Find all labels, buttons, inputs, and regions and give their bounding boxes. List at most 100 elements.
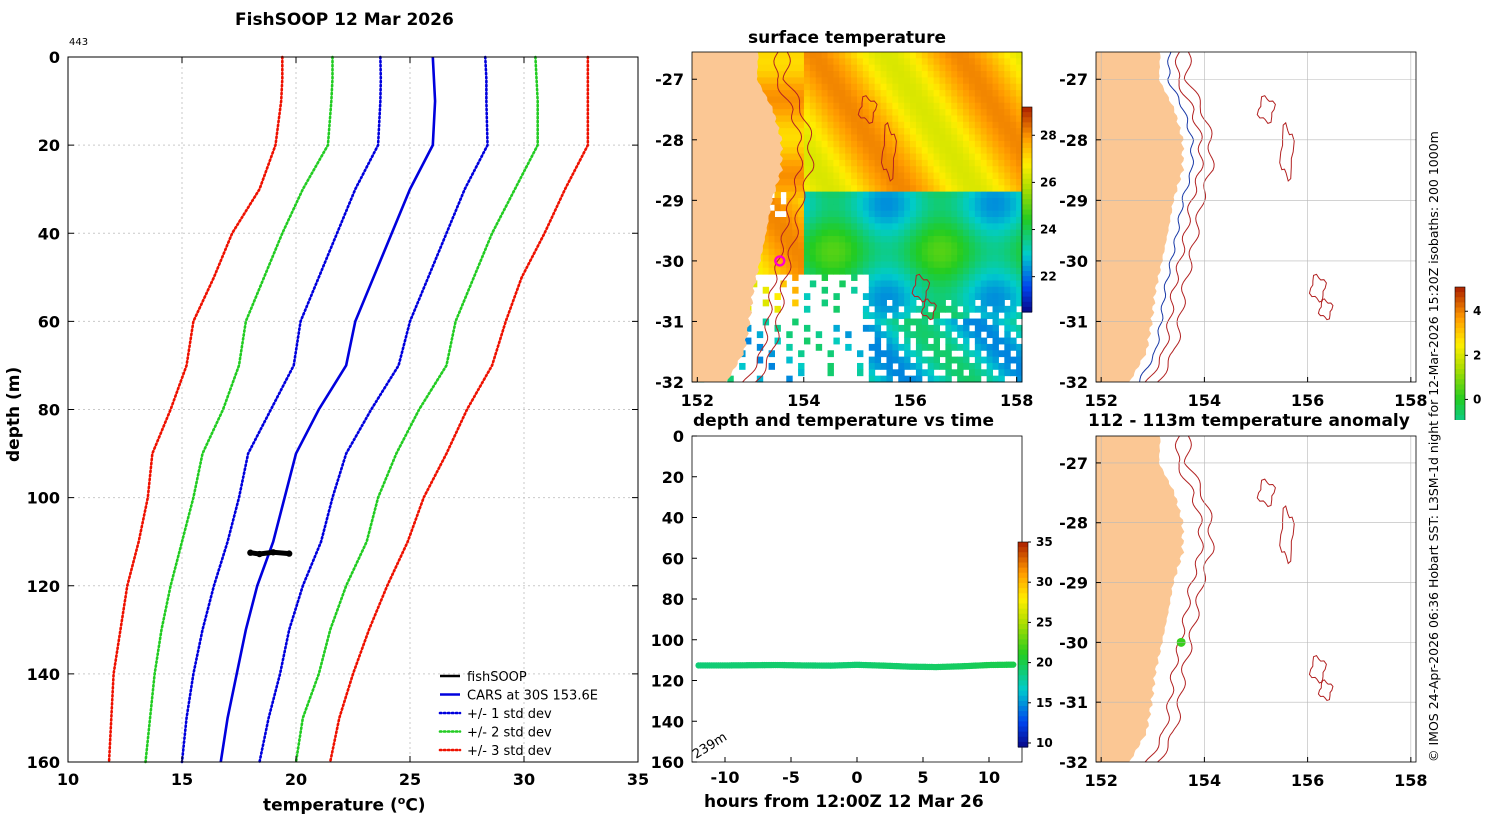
sst-cell: [980, 299, 988, 307]
sst-cell: [880, 197, 887, 205]
sst-cell: [968, 102, 976, 110]
sst-cell: [974, 178, 982, 186]
sst-cell: [892, 58, 899, 66]
sst-cell: [1016, 255, 1023, 262]
sst-cell: [821, 223, 829, 231]
sst-cell: [809, 115, 817, 123]
sst-cell: [868, 261, 876, 269]
sst-cell: [780, 280, 787, 288]
sst-cell: [998, 64, 1005, 72]
sst-cell: [986, 350, 994, 358]
sst-cell: [880, 58, 887, 66]
sst-cell: [762, 248, 770, 256]
sst-cell: [880, 242, 887, 250]
sst-cell: [898, 210, 905, 218]
sst-cell: [839, 191, 846, 199]
sst-cell: [921, 134, 929, 142]
sst-cell: [774, 96, 781, 104]
sst-cell: [1010, 223, 1017, 231]
sst-cell: [915, 128, 923, 135]
sst-cell: [768, 77, 775, 85]
sst-cell: [886, 52, 893, 59]
sst-cell: [968, 204, 976, 212]
sst-cell: [963, 299, 970, 307]
sst-cell: [910, 172, 917, 180]
sst-cell: [868, 229, 876, 237]
sst-cell: [1016, 191, 1023, 199]
sst-cell: [986, 102, 994, 110]
sst-cell: [898, 147, 905, 155]
depth-time-colorbar-tick-label: 10: [1036, 736, 1053, 750]
sst-cell: [974, 102, 982, 110]
sst-cell: [774, 236, 781, 243]
sst-cell: [803, 166, 811, 174]
sst-cell: [792, 255, 799, 262]
sst-cell: [768, 255, 775, 262]
sst-cell: [786, 204, 793, 212]
sst-colorbar-segment: [1022, 276, 1032, 282]
sst-cell: [986, 140, 994, 148]
sst-cell: [933, 305, 940, 313]
sst-cell: [768, 236, 775, 243]
sst-cell: [980, 305, 988, 313]
depth-time-colorbar-segment: [1018, 634, 1028, 640]
sst-cell: [980, 318, 988, 326]
sst-cell: [963, 140, 970, 148]
anomaly-colorbar-segment: [1455, 404, 1465, 411]
sst-cell: [786, 236, 793, 243]
iso-y-tick-label: -31: [1059, 312, 1088, 331]
sst-cell: [892, 331, 899, 339]
anomaly-colorbar-segment: [1455, 292, 1465, 298]
sst-cell: [892, 102, 899, 110]
sst-cell: [868, 121, 876, 129]
sst-cell: [892, 261, 899, 269]
sst-colorbar-segment: [1022, 168, 1032, 175]
sst-cell: [880, 331, 887, 339]
sst-cell: [992, 229, 999, 237]
sst-cell: [815, 248, 823, 256]
sst-cell: [845, 147, 852, 155]
sst-cell: [1004, 210, 1011, 218]
sst-cell: [792, 274, 799, 281]
sst-cell: [992, 166, 999, 174]
sst-cell: [821, 115, 829, 123]
sst-cell: [798, 153, 805, 161]
sst-cell: [1004, 280, 1011, 288]
sst-cell: [756, 261, 764, 269]
sst-cell: [762, 236, 770, 243]
sst-cell: [874, 134, 882, 142]
sst-cell: [880, 52, 887, 59]
sst-cell: [874, 166, 882, 174]
depth-time-colorbar-frame: [1017, 541, 1029, 748]
sst-cell: [904, 159, 911, 167]
sst-cell: [974, 121, 982, 129]
sst-cell: [927, 121, 935, 129]
sst-cell: [1010, 229, 1017, 237]
sst-cell: [833, 191, 840, 199]
sst-y-tick-label: -32: [655, 373, 684, 392]
sst-cell: [821, 128, 829, 135]
sst-cell: [862, 71, 870, 78]
sst-cell: [862, 172, 870, 180]
sst-cell: [998, 362, 1005, 370]
sst-cell: [880, 64, 887, 72]
sst-cell: [986, 210, 994, 218]
sst-cell: [827, 90, 834, 97]
sst-cell: [963, 159, 970, 167]
sst-cell: [874, 343, 882, 351]
sst-colorbar-segment: [1022, 183, 1032, 190]
sst-cell: [886, 318, 893, 326]
sst-cell: [904, 318, 911, 326]
anom-isobath-1000m: [1144, 435, 1204, 763]
sst-cell: [815, 140, 823, 148]
sst-cell: [857, 58, 864, 66]
sst-cell: [904, 166, 911, 174]
sst-cell: [862, 261, 870, 269]
sst-cell: [862, 197, 870, 205]
sst-cell: [898, 248, 905, 256]
sst-cell: [839, 159, 846, 167]
sst-cell: [939, 261, 946, 269]
sst-cell: [992, 121, 999, 129]
sst-cell: [815, 210, 823, 218]
sst-cell: [821, 286, 829, 294]
